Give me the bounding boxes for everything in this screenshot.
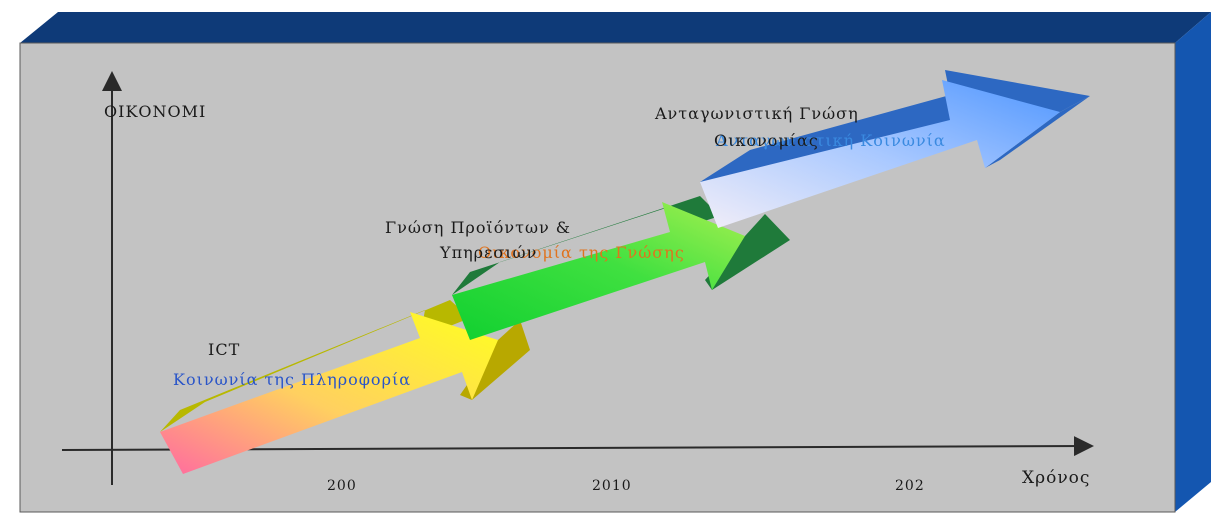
x-tick-label: 200 (327, 478, 357, 494)
stage-2-technology-line2: Υπηρεσιών (440, 243, 538, 262)
stage-arrow-2 (452, 196, 790, 340)
stage-arrow-1 (160, 300, 530, 474)
stage-3-technology-line2: Οικονομίας (714, 131, 819, 150)
stage-1-technology: ICT (208, 340, 241, 359)
panel-side-face (1175, 12, 1211, 512)
y-axis-label: ΟΙΚΟΝΟΜΙ (104, 102, 207, 121)
x-tick-label: 2010 (592, 478, 632, 494)
stage-2-society: Οικονομία της Γνώσης (478, 243, 685, 262)
stage-3-society: Ανταγωνιστική Κοινωνία (716, 131, 946, 150)
stage-2-technology: Γνώση Προϊόντων & (385, 218, 572, 237)
panel-top-face (20, 12, 1211, 43)
stage-1-society: Κοινωνία της Πληροφορία (173, 370, 412, 389)
stage-arrow-3 (700, 70, 1090, 228)
x-axis-label: Χρόνος (1022, 468, 1091, 488)
stage-3-technology: Ανταγωνιστική Γνώση (655, 104, 859, 123)
x-tick-label: 202 (895, 478, 925, 494)
